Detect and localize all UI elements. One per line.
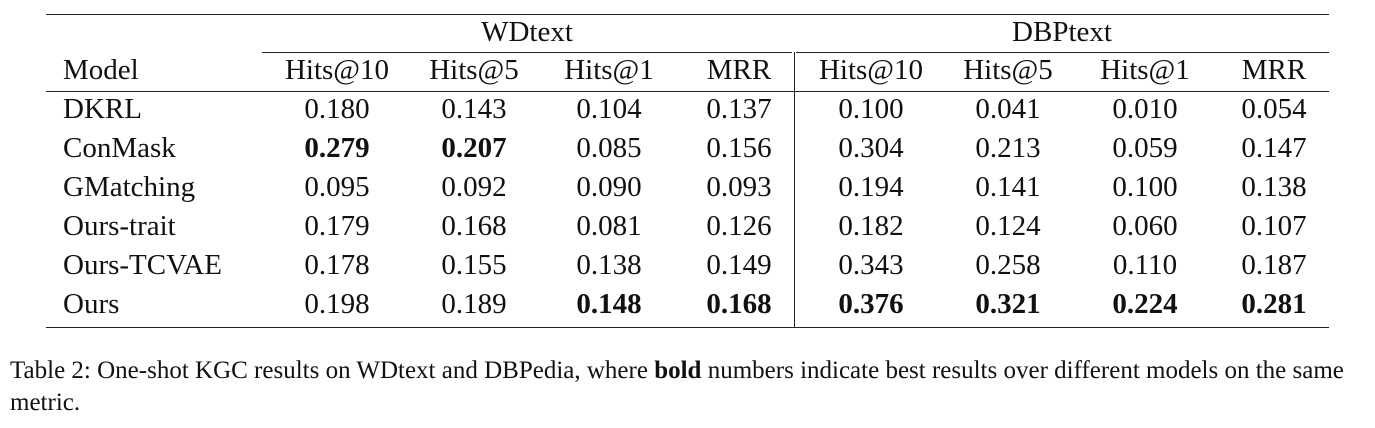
caption-prefix: Table 2: One-shot KGC results on WDtext … [10, 357, 655, 384]
top-rule [46, 14, 1329, 15]
table-cell: 0.258 [975, 249, 1041, 281]
row-model-name: Ours-TCVAE [63, 249, 222, 281]
header-rule [46, 91, 1329, 92]
table-cell: 0.213 [975, 132, 1041, 164]
table-cell: 0.187 [1241, 249, 1307, 281]
wdtext-group-rule [262, 52, 792, 53]
metric-header: Hits@10 [284, 54, 390, 86]
table-cell: 0.100 [838, 93, 904, 125]
table-cell: 0.343 [838, 249, 904, 281]
table-cell: 0.168 [441, 210, 507, 242]
table-cell: 0.092 [441, 171, 507, 203]
table-cell: 0.155 [441, 249, 507, 281]
table-cell: 0.147 [1241, 132, 1307, 164]
table-cell: 0.304 [838, 132, 904, 164]
metric-header: Hits@5 [963, 54, 1053, 86]
table-cell: 0.180 [304, 93, 370, 125]
group-header-dbptext: DBPtext [1012, 16, 1112, 48]
table-cell: 0.168 [706, 288, 772, 320]
table-cell: 0.104 [576, 93, 642, 125]
table-cell: 0.010 [1112, 93, 1178, 125]
table-cell: 0.138 [576, 249, 642, 281]
group-separator [794, 52, 795, 328]
table-cell: 0.321 [975, 288, 1041, 320]
table-cell: 0.107 [1241, 210, 1307, 242]
table-cell: 0.054 [1241, 93, 1307, 125]
table-cell: 0.148 [576, 288, 642, 320]
metric-header: Hits@1 [564, 54, 654, 86]
table-caption: Table 2: One-shot KGC results on WDtext … [10, 355, 1365, 419]
table-cell: 0.124 [975, 210, 1041, 242]
table-cell: 0.041 [975, 93, 1041, 125]
table-cell: 0.179 [304, 210, 370, 242]
table-cell: 0.182 [838, 210, 904, 242]
table-cell: 0.376 [838, 288, 904, 320]
table-cell: 0.224 [1112, 288, 1178, 320]
metric-header: Hits@1 [1100, 54, 1190, 86]
table-cell: 0.279 [304, 132, 370, 164]
group-header-wdtext: WDtext [481, 16, 573, 48]
caption-bold-word: bold [654, 357, 702, 384]
table-cell: 0.060 [1112, 210, 1178, 242]
table-cell: 0.281 [1241, 288, 1307, 320]
table-cell: 0.143 [441, 93, 507, 125]
metric-header: Hits@10 [818, 54, 924, 86]
table-cell: 0.156 [706, 132, 772, 164]
table-cell: 0.090 [576, 171, 642, 203]
row-model-name: ConMask [63, 132, 176, 164]
table-cell: 0.137 [706, 93, 772, 125]
table-cell: 0.194 [838, 171, 904, 203]
table-cell: 0.081 [576, 210, 642, 242]
table-cell: 0.149 [706, 249, 772, 281]
table-cell: 0.093 [706, 171, 772, 203]
table-cell: 0.207 [441, 132, 507, 164]
table-cell: 0.110 [1112, 249, 1178, 281]
table-cell: 0.141 [975, 171, 1041, 203]
table-cell: 0.095 [304, 171, 370, 203]
metric-header: MRR [1241, 54, 1307, 86]
row-model-name: GMatching [63, 171, 196, 203]
table-cell: 0.189 [441, 288, 507, 320]
table-cell: 0.138 [1241, 171, 1307, 203]
caption-suffix: numbers indicate best results over diffe… [10, 357, 1344, 416]
metric-header: MRR [706, 54, 772, 86]
table-cell: 0.126 [706, 210, 772, 242]
row-model-name: Ours-trait [63, 210, 176, 242]
row-model-name: Ours [63, 288, 120, 320]
table-cell: 0.059 [1112, 132, 1178, 164]
dbptext-group-rule [796, 52, 1329, 53]
model-column-header: Model [63, 54, 139, 86]
table-cell: 0.198 [304, 288, 370, 320]
table-cell: 0.178 [304, 249, 370, 281]
metric-header: Hits@5 [429, 54, 519, 86]
table-cell: 0.100 [1112, 171, 1178, 203]
row-model-name: DKRL [63, 93, 142, 125]
bottom-rule [46, 327, 1329, 328]
table-cell: 0.085 [576, 132, 642, 164]
